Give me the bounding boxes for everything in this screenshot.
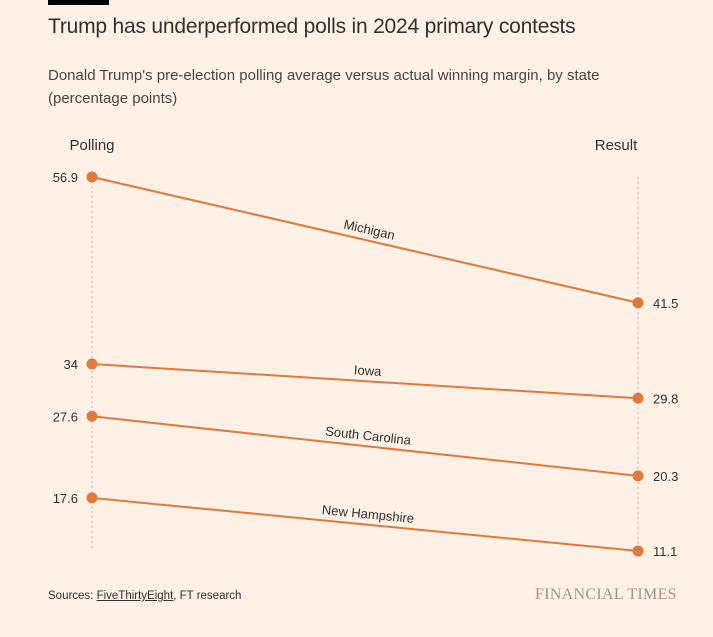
value-result-iowa: 29.8 (653, 391, 678, 406)
ft-top-bar (48, 0, 109, 5)
slope-line-iowa (91, 363, 639, 400)
value-result-michigan: 41.5 (653, 296, 678, 311)
point-polling-iowa (86, 358, 98, 370)
value-result-new-hampshire: 11.1 (653, 544, 677, 559)
sources: Sources: FiveThirtyEight, FT research (48, 590, 241, 602)
point-result-south-carolina (632, 470, 644, 482)
point-result-iowa (632, 392, 644, 404)
value-polling-michigan: 56.9 (53, 170, 78, 185)
point-result-new-hampshire (632, 545, 644, 557)
point-polling-new-hampshire (86, 492, 98, 504)
slope-line-new-hampshire (91, 496, 639, 552)
sources-prefix: Sources: (48, 590, 97, 602)
point-result-michigan (632, 297, 644, 309)
series-label-michigan: Michigan (342, 216, 396, 242)
point-polling-michigan (86, 171, 98, 183)
ft-logo: FINANCIAL TIMES (535, 586, 677, 603)
right-axis-label: Result (595, 137, 638, 154)
slope-line-south-carolina (91, 415, 639, 477)
value-result-south-carolina: 20.3 (653, 469, 678, 484)
left-axis-label: Polling (69, 137, 114, 154)
value-polling-new-hampshire: 17.6 (53, 491, 78, 506)
value-polling-south-carolina: 27.6 (53, 409, 78, 424)
series-label-south-carolina: South Carolina (325, 424, 413, 448)
point-polling-south-carolina (86, 410, 98, 422)
chart-subtitle: Donald Trump's pre-election polling aver… (48, 67, 600, 107)
chart-title: Trump has underperformed polls in 2024 p… (48, 15, 576, 38)
slope-line-michigan (91, 176, 639, 304)
series-label-iowa: Iowa (353, 362, 382, 379)
source-link[interactable]: FiveThirtyEight (96, 590, 174, 602)
sources-suffix: , FT research (173, 590, 242, 602)
value-polling-iowa: 34 (64, 357, 78, 372)
